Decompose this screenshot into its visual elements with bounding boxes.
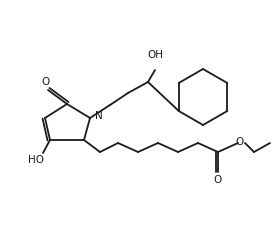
Text: N: N	[95, 111, 103, 121]
Text: O: O	[42, 77, 50, 87]
Text: OH: OH	[147, 50, 163, 60]
Text: O: O	[214, 175, 222, 185]
Text: HO: HO	[28, 155, 44, 165]
Text: O: O	[235, 137, 243, 147]
